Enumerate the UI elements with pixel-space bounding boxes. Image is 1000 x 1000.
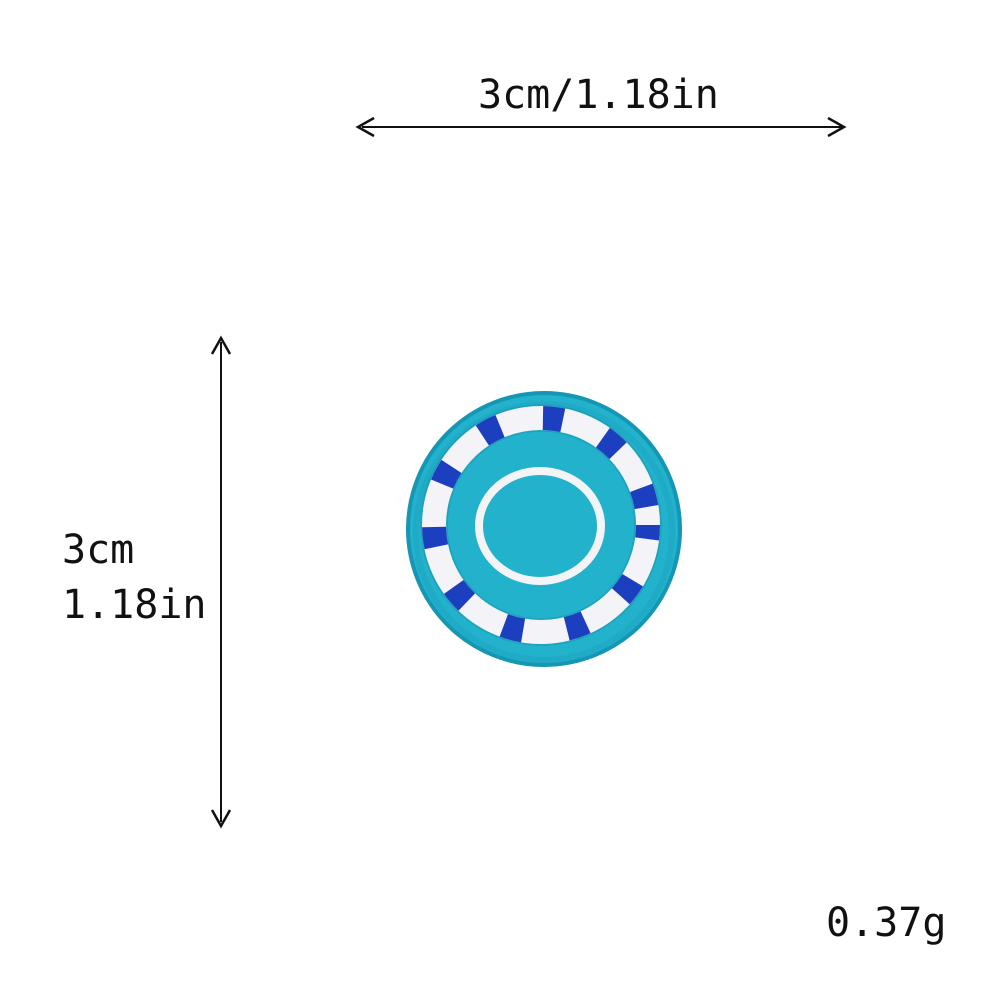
patch-inner-circle-white <box>475 467 605 585</box>
patch-outer-ring-edge <box>420 404 662 646</box>
patch-inner-ring-edge <box>446 430 636 620</box>
width-label: 3cm/1.18in <box>478 72 719 118</box>
weight-label: 0.37g <box>826 900 947 946</box>
patch-felt-shade <box>413 401 675 663</box>
double-arrow-horizontal-icon <box>355 116 847 138</box>
height-label-in: 1.18in <box>62 582 207 628</box>
height-label-cm: 3cm <box>62 527 135 573</box>
patch-outer-ring-blue-stitches <box>422 406 660 644</box>
embroidered-circle-patch <box>406 391 682 667</box>
double-arrow-vertical-icon <box>210 335 232 829</box>
